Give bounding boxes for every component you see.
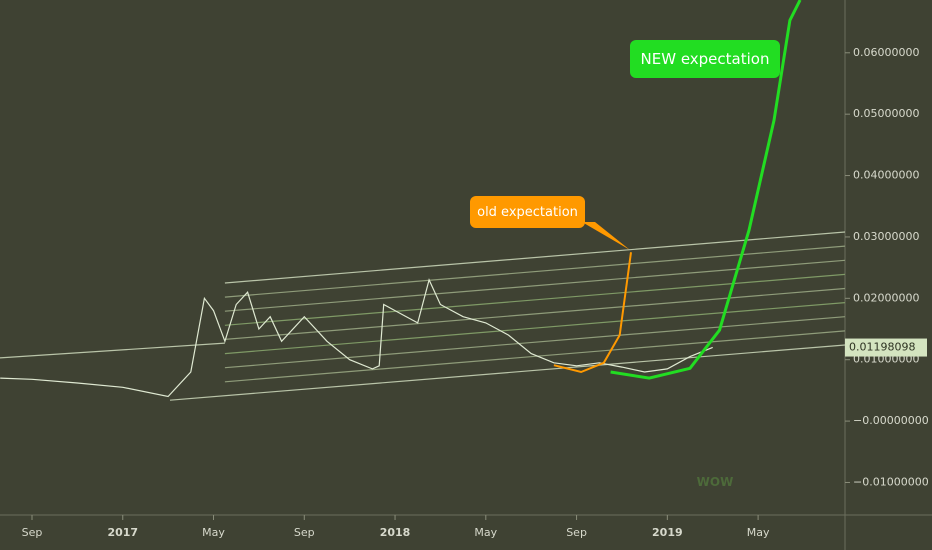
projection-curve — [553, 252, 632, 374]
x-tick-label: 2019 — [652, 526, 683, 539]
channel-line — [224, 287, 846, 340]
y-tick-label: −0.00000000 — [853, 414, 929, 427]
annotation: WOW — [696, 475, 734, 489]
x-tick-label: Sep — [566, 526, 587, 539]
x-tick-label: 2017 — [107, 526, 138, 539]
last-value-box — [845, 338, 927, 357]
x-tick-label: Sep — [294, 526, 315, 539]
x-tick-label: Sep — [22, 526, 43, 539]
y-tick-label: −0.01000000 — [853, 475, 929, 488]
y-tick-label: 0.05000000 — [853, 107, 919, 120]
channel-line — [224, 302, 846, 355]
annotation: NEW expectation — [630, 40, 780, 78]
last-value-label: 0.01198098 — [849, 341, 915, 354]
channel-line — [224, 330, 846, 383]
x-tick-label: May — [202, 526, 225, 539]
callout-pointer — [582, 222, 630, 250]
y-tick-label: 0.03000000 — [853, 230, 919, 243]
channel-line — [224, 231, 846, 284]
y-tick-label: 0.04000000 — [853, 169, 919, 182]
y-tick-label: 0.02000000 — [853, 291, 919, 304]
price-line — [0, 278, 713, 398]
x-tick-label: May — [747, 526, 770, 539]
channel-line — [224, 259, 846, 312]
channel-line — [0, 342, 225, 359]
projection-curve — [610, 0, 802, 380]
x-tick-label: May — [474, 526, 497, 539]
channel-line — [224, 273, 846, 326]
y-tick-label: 0.06000000 — [853, 46, 919, 59]
x-tick-label: 2018 — [380, 526, 411, 539]
channel-line — [224, 316, 846, 369]
annotation: old expectation — [470, 196, 585, 228]
channel-line — [169, 344, 846, 401]
